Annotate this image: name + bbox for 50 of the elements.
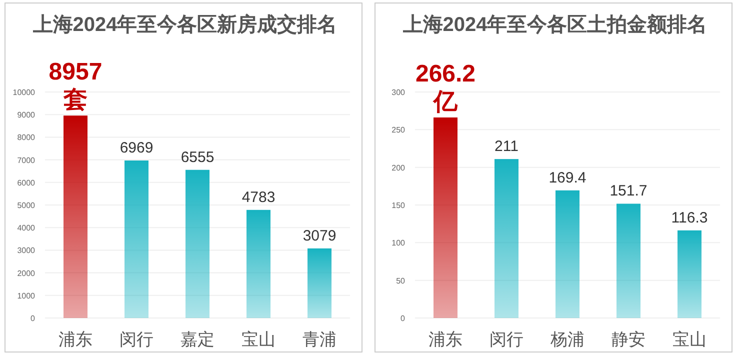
x-tick-label: 嘉定 xyxy=(180,330,214,349)
chart-title: 上海2024年至今各区新房成交排名 xyxy=(32,13,338,36)
x-tick-label: 静安 xyxy=(612,330,646,349)
bar xyxy=(678,230,702,318)
data-label: 211 xyxy=(494,138,518,156)
bar xyxy=(494,159,518,318)
y-tick-label: 3000 xyxy=(17,246,36,256)
data-label: 8957 套 xyxy=(48,58,102,114)
chart-title: 上海2024年至今各区土拍金额排名 xyxy=(402,13,708,36)
bar xyxy=(64,116,88,318)
y-tick-label: 0 xyxy=(400,314,406,323)
y-tick-label: 0 xyxy=(30,314,36,323)
data-label: 4783 xyxy=(242,188,276,206)
y-tick-label: 200 xyxy=(392,163,406,172)
y-tick-label: 50 xyxy=(396,276,406,286)
y-tick-label: 10000 xyxy=(12,88,36,97)
y-tick-label: 150 xyxy=(392,201,406,210)
bar xyxy=(124,160,148,318)
x-tick-label: 浦东 xyxy=(428,330,462,349)
y-tick-label: 100 xyxy=(392,238,406,248)
x-tick-label: 闵行 xyxy=(490,330,524,349)
bar xyxy=(186,170,210,318)
data-label: 6555 xyxy=(180,148,214,166)
bar xyxy=(556,190,580,318)
y-tick-label: 250 xyxy=(392,126,406,135)
y-tick-label: 300 xyxy=(392,88,406,97)
y-tick-label: 7000 xyxy=(17,156,36,165)
x-tick-label: 宝山 xyxy=(672,330,706,349)
bar xyxy=(308,248,332,318)
x-tick-label: 闵行 xyxy=(120,330,154,349)
bar xyxy=(616,204,640,318)
y-tick-label: 6000 xyxy=(17,178,36,188)
y-tick-label: 4000 xyxy=(17,224,36,233)
data-label: 116.3 xyxy=(671,209,708,226)
x-tick-label: 青浦 xyxy=(302,330,336,349)
x-tick-label: 浦东 xyxy=(58,330,92,349)
data-label: 169.4 xyxy=(548,169,586,186)
bar xyxy=(434,117,458,318)
data-label: 151.7 xyxy=(610,182,648,200)
y-tick-label: 2000 xyxy=(17,268,36,278)
x-tick-label: 宝山 xyxy=(242,330,276,349)
y-tick-label: 9000 xyxy=(17,110,36,120)
data-label: 6969 xyxy=(120,140,154,156)
data-label: 3079 xyxy=(302,227,336,244)
data-label: 266.2 亿 xyxy=(415,60,476,116)
x-tick-label: 杨浦 xyxy=(550,330,584,349)
y-tick-label: 8000 xyxy=(17,133,36,142)
y-tick-label: 5000 xyxy=(17,201,36,210)
y-tick-label: 1000 xyxy=(17,291,36,300)
bar xyxy=(246,210,270,318)
